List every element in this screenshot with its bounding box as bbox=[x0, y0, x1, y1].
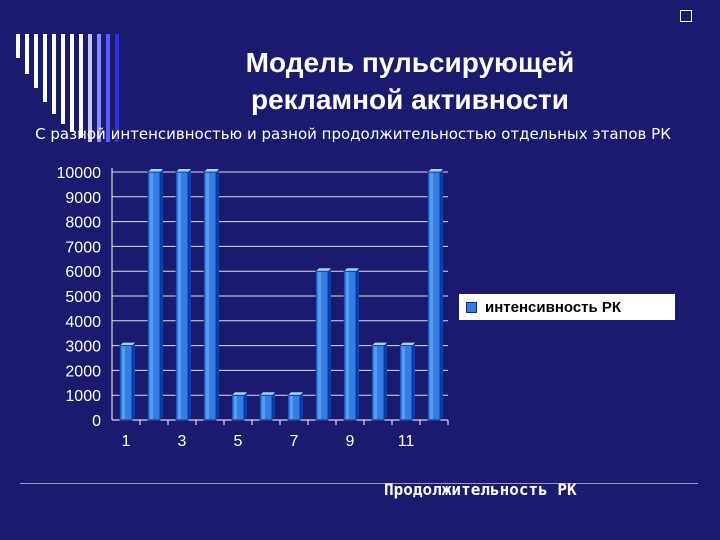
bar-top bbox=[288, 392, 303, 396]
bar bbox=[175, 171, 189, 421]
y-tick-label: 7000 bbox=[65, 239, 101, 256]
bar-top bbox=[344, 268, 359, 272]
bar-side bbox=[160, 169, 163, 420]
title-line-2: рекламной активности bbox=[251, 84, 569, 115]
bar-top bbox=[120, 342, 135, 346]
y-tick-label: 10000 bbox=[57, 165, 102, 182]
x-tick-label: 5 bbox=[234, 433, 243, 450]
y-tick-label: 9000 bbox=[65, 190, 101, 207]
stripe-decoration bbox=[16, 34, 119, 142]
bar bbox=[343, 270, 357, 421]
bar-top bbox=[204, 169, 219, 172]
bar-side bbox=[272, 392, 275, 420]
slide-title: Модель пульсирующей рекламной активности bbox=[190, 44, 630, 118]
bar bbox=[399, 345, 413, 421]
bar-side bbox=[412, 342, 415, 420]
x-tick-label: 9 bbox=[346, 433, 355, 450]
legend-swatch bbox=[466, 301, 477, 313]
bar-top bbox=[316, 268, 331, 272]
bar bbox=[119, 345, 133, 421]
title-line-1: Модель пульсирующей bbox=[245, 47, 575, 78]
bar-side bbox=[132, 342, 135, 420]
bar-highlight bbox=[318, 272, 321, 419]
bar bbox=[259, 394, 273, 421]
bar bbox=[315, 270, 329, 421]
y-tick-label: 6000 bbox=[65, 264, 101, 281]
bar-highlight bbox=[262, 396, 265, 419]
bar-top bbox=[400, 342, 415, 346]
x-tick-label: 11 bbox=[398, 433, 415, 450]
bar bbox=[371, 345, 385, 421]
bar-side bbox=[384, 342, 387, 420]
bar-highlight bbox=[402, 346, 405, 419]
bottom-divider bbox=[20, 483, 698, 484]
bar-side bbox=[440, 169, 443, 420]
y-tick-label: 3000 bbox=[65, 339, 101, 356]
corner-square-decoration bbox=[680, 10, 692, 22]
bar-side bbox=[356, 268, 359, 420]
bar-side bbox=[244, 392, 247, 420]
y-tick-label: 2000 bbox=[65, 363, 101, 380]
bar-side bbox=[300, 392, 303, 420]
bar-top bbox=[232, 392, 247, 396]
bar-top bbox=[428, 169, 443, 172]
bar-highlight bbox=[122, 346, 125, 419]
bar bbox=[287, 394, 301, 421]
bar-highlight bbox=[150, 173, 153, 419]
x-tick-label: 7 bbox=[290, 433, 299, 450]
bar-highlight bbox=[234, 396, 237, 419]
bar-side bbox=[328, 268, 331, 420]
bar-highlight bbox=[430, 173, 433, 419]
bar-top bbox=[176, 169, 191, 172]
x-tick-label: 3 bbox=[178, 433, 187, 450]
y-tick-label: 0 bbox=[92, 413, 101, 430]
legend-label: интенсивность РК bbox=[485, 298, 622, 316]
bar-highlight bbox=[290, 396, 293, 419]
bar-side bbox=[216, 169, 219, 420]
slide-subtitle: С разной интенсивностью и разной продолж… bbox=[35, 125, 671, 143]
y-tick-label: 8000 bbox=[65, 215, 101, 232]
chart-legend: интенсивность РК bbox=[458, 293, 676, 321]
bar-top bbox=[372, 342, 387, 346]
bar-top bbox=[148, 169, 163, 172]
bar bbox=[147, 171, 161, 421]
bar-side bbox=[188, 169, 191, 420]
x-axis-title: Продолжительность РК bbox=[384, 480, 577, 499]
bar bbox=[203, 171, 217, 421]
bar-highlight bbox=[206, 173, 209, 419]
y-tick-label: 4000 bbox=[65, 314, 101, 331]
bar bbox=[231, 394, 245, 421]
y-tick-label: 1000 bbox=[65, 388, 101, 405]
x-tick-label: 1 bbox=[122, 433, 131, 450]
bar-highlight bbox=[178, 173, 181, 419]
bar bbox=[427, 171, 441, 421]
y-tick-label: 5000 bbox=[65, 289, 101, 306]
bar-top bbox=[260, 392, 275, 396]
bar-highlight bbox=[374, 346, 377, 419]
bar-highlight bbox=[346, 272, 349, 419]
